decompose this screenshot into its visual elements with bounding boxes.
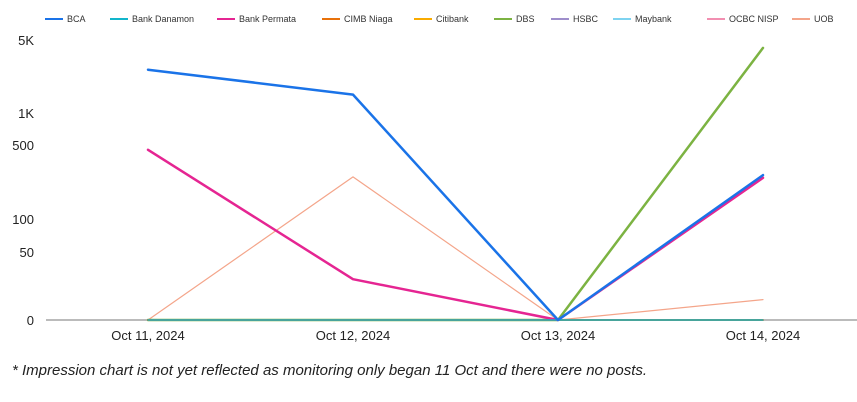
y-axis: 0 50 100 500 1K 5K bbox=[12, 33, 34, 328]
y-tick-label: 1K bbox=[18, 106, 34, 121]
legend-label-citibank[interactable]: Citibank bbox=[436, 14, 469, 24]
legend-label-ocbc-nisp[interactable]: OCBC NISP bbox=[729, 14, 779, 24]
legend-label-bank-permata[interactable]: Bank Permata bbox=[239, 14, 296, 24]
x-tick-label: Oct 12, 2024 bbox=[316, 328, 390, 343]
impressions-line-chart: BCA Bank Danamon Bank Permata CIMB Niaga Cit… bbox=[12, 14, 857, 343]
x-tick-label: Oct 11, 2024 bbox=[111, 328, 184, 343]
y-tick-label: 5K bbox=[18, 33, 34, 48]
legend-label-bca[interactable]: BCA bbox=[67, 14, 86, 24]
y-tick-label: 500 bbox=[12, 138, 34, 153]
legend-label-bank-danamon[interactable]: Bank Danamon bbox=[132, 14, 194, 24]
legend-label-uob[interactable]: UOB bbox=[814, 14, 834, 24]
x-tick-label: Oct 14, 2024 bbox=[726, 328, 800, 343]
chart-series bbox=[146, 46, 765, 322]
legend-label-dbs[interactable]: DBS bbox=[516, 14, 535, 24]
chart-legend: BCA Bank Danamon Bank Permata CIMB Niaga Cit… bbox=[45, 14, 834, 24]
legend-label-cimb-niaga[interactable]: CIMB Niaga bbox=[344, 14, 393, 24]
series-line-bank-permata bbox=[146, 148, 765, 322]
series-line-bca bbox=[146, 68, 765, 322]
y-tick-label: 0 bbox=[27, 313, 34, 328]
series-line-dbs bbox=[146, 46, 765, 322]
legend-label-maybank[interactable]: Maybank bbox=[635, 14, 672, 24]
y-tick-label: 100 bbox=[12, 212, 34, 227]
series-line-uob bbox=[147, 176, 764, 321]
chart-footnote: * Impression chart is not yet reflected … bbox=[12, 362, 648, 379]
x-tick-label: Oct 13, 2024 bbox=[521, 328, 595, 343]
x-axis: Oct 11, 2024 Oct 12, 2024 Oct 13, 2024 Oct … bbox=[46, 319, 857, 343]
y-tick-label: 50 bbox=[20, 245, 34, 260]
legend-label-hsbc[interactable]: HSBC bbox=[573, 14, 599, 24]
